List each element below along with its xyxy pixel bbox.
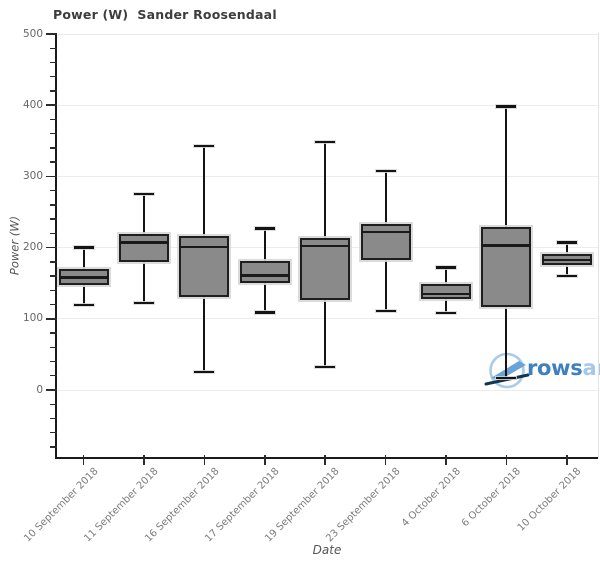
y-tick-label-200: 200 <box>22 241 43 254</box>
y-major-tick-400 <box>46 104 57 107</box>
whisker-cap-bottom <box>254 311 275 314</box>
y-axis-spine <box>55 33 57 459</box>
box-iqr <box>420 283 471 299</box>
y-minor-tick <box>50 303 57 306</box>
y-minor-tick <box>50 132 57 135</box>
y-major-tick-0 <box>46 389 57 391</box>
y-tick-label-400: 400 <box>22 98 43 111</box>
gridline-y-400 <box>57 104 598 106</box>
y-major-tick-200 <box>46 246 57 249</box>
y-minor-tick <box>50 360 57 363</box>
y-minor-tick <box>50 417 57 420</box>
y-minor-tick <box>50 161 57 163</box>
x-tick-2 <box>143 455 145 465</box>
whisker-cap-bottom <box>133 301 154 305</box>
box-iqr <box>300 237 351 300</box>
x-tick-3 <box>203 455 206 465</box>
median-line <box>179 245 230 249</box>
gridline-y-300 <box>57 175 598 177</box>
whisker-cap-top <box>133 193 154 196</box>
whisker-cap-bottom <box>73 304 94 307</box>
box-iqr <box>360 224 411 260</box>
chart-title: Power (W) Sander Roosendaal <box>53 7 277 22</box>
watermark-text: rowsandall <box>527 356 600 380</box>
y-minor-tick <box>50 90 57 92</box>
x-tick-9 <box>565 455 568 465</box>
median-line <box>420 292 471 296</box>
median-line <box>118 241 169 244</box>
median-line <box>481 244 532 247</box>
y-minor-tick <box>50 403 57 405</box>
whisker-cap-top <box>375 169 396 172</box>
whisker-cap-top <box>556 241 577 244</box>
y-minor-tick <box>50 332 57 334</box>
y-major-tick-300 <box>46 175 57 178</box>
y-minor-tick <box>50 446 57 448</box>
box-iqr <box>118 234 169 262</box>
x-tick-4 <box>263 455 266 465</box>
y-minor-tick <box>50 147 57 149</box>
y-major-tick-100 <box>46 318 57 320</box>
whisker-cap-bottom <box>496 376 517 380</box>
y-minor-tick <box>50 375 57 377</box>
gridline-y-0 <box>57 389 598 391</box>
watermark-logo: rowsandall <box>470 346 600 398</box>
median-line <box>360 230 411 234</box>
whisker-cap-top <box>435 266 456 269</box>
whisker-cap-top <box>73 246 94 249</box>
x-tick-6 <box>384 455 387 465</box>
y-minor-tick <box>50 218 57 220</box>
y-minor-tick <box>50 61 57 64</box>
x-axis-title: Date <box>312 543 342 557</box>
y-minor-tick <box>50 232 57 235</box>
median-line <box>541 258 592 261</box>
gridline-y-500 <box>57 33 598 35</box>
whisker-cap-bottom <box>315 366 336 369</box>
whisker-cap-bottom <box>556 274 577 278</box>
y-minor-tick <box>50 289 57 291</box>
y-tick-label-500: 500 <box>22 27 43 40</box>
x-tick-7 <box>445 455 447 465</box>
right-spine <box>598 33 599 458</box>
box-iqr <box>239 261 290 284</box>
median-line <box>58 276 109 279</box>
box-iqr <box>481 226 532 307</box>
y-minor-tick <box>50 118 57 121</box>
x-tick-label-7: 4 October 2018 <box>399 466 463 530</box>
whisker-cap-top <box>496 105 517 108</box>
whisker-cap-top <box>194 144 215 147</box>
whisker-cap-bottom <box>194 371 215 374</box>
y-minor-tick <box>50 47 57 49</box>
y-minor-tick <box>50 76 57 78</box>
x-axis-spine <box>55 457 598 459</box>
y-minor-tick <box>50 346 57 348</box>
x-tick-8 <box>505 455 508 465</box>
x-tick-label-9: 10 October 2018 <box>515 466 584 534</box>
watermark-text-light: andall <box>582 356 600 380</box>
y-tick-label-0: 0 <box>36 383 43 396</box>
x-tick-5 <box>324 455 326 465</box>
y-minor-tick <box>50 432 57 434</box>
y-major-tick-500 <box>46 33 57 35</box>
whisker-cap-bottom <box>375 309 396 313</box>
y-minor-tick <box>50 189 57 192</box>
x-tick-label-8: 6 October 2018 <box>460 466 524 530</box>
median-line <box>300 244 351 248</box>
y-minor-tick <box>50 275 57 277</box>
whisker-cap-top <box>315 141 336 144</box>
whisker-cap-top <box>254 227 275 230</box>
y-tick-label-300: 300 <box>22 169 43 182</box>
y-tick-label-100: 100 <box>22 312 43 325</box>
watermark-text-dark: rows <box>527 356 583 380</box>
x-tick-1 <box>82 455 85 465</box>
median-line <box>239 274 290 277</box>
gridline-y-100 <box>57 318 598 320</box>
y-minor-tick <box>50 261 57 263</box>
y-minor-tick <box>50 204 57 206</box>
whisker-cap-bottom <box>435 311 456 315</box>
